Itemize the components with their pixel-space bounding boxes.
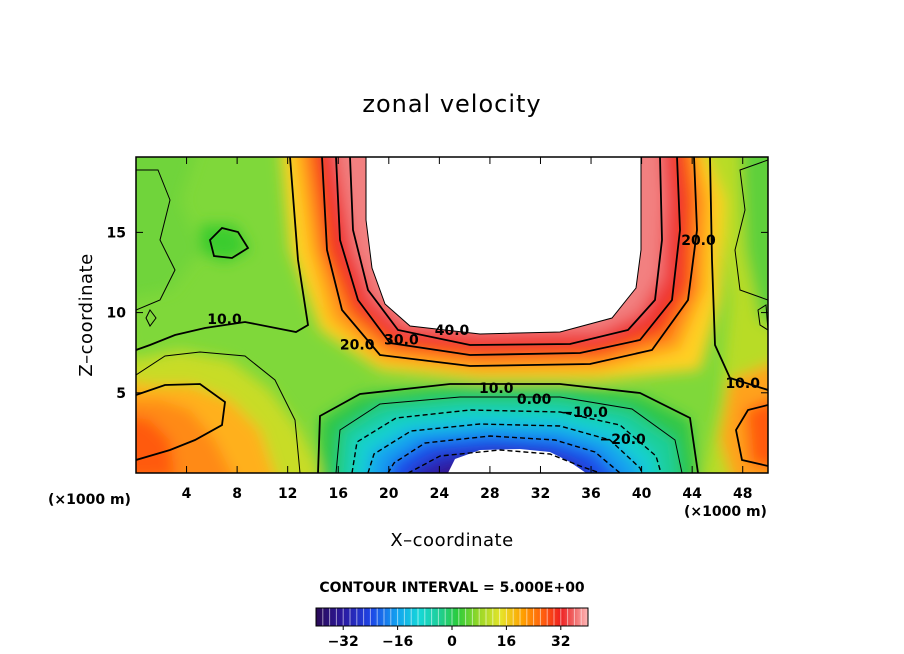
x-tick-label: 8: [232, 486, 242, 502]
colorbar-tick-label: −16: [382, 634, 413, 650]
x-tick-label: 4: [182, 486, 192, 502]
contour-label: −10.0: [562, 405, 609, 421]
x-tick-label: 36: [581, 486, 600, 502]
contour-label: 10.0: [207, 312, 242, 328]
colorbar-tick-label: −32: [328, 634, 359, 650]
colorbar-tick-label: 0: [447, 634, 457, 650]
contour-field: 10.020.0 30.040.020.010.00.00−10.0−20.010…: [136, 157, 768, 473]
x-axis-label: X–coordinate: [390, 530, 513, 551]
x-tick-label: 32: [531, 486, 550, 502]
contour-label: 20.0: [340, 337, 375, 353]
x-tick-label: 48: [733, 486, 752, 502]
contour-label: −20.0: [599, 432, 646, 448]
colorbar-tick-label: 32: [551, 634, 570, 650]
y-axis-label: Z–coordinate: [76, 253, 97, 376]
contour-label: 0.00: [517, 392, 552, 408]
above-range-region: [366, 157, 641, 334]
y-tick-label: 5: [116, 386, 126, 402]
colorbar-divisions: [322, 608, 582, 626]
contour-label: 30.0: [384, 333, 419, 349]
colorbar-tick-labels: −32 −16 0 16 32: [328, 626, 571, 650]
contour-label: 40.0: [435, 323, 470, 339]
contour-label: 10.0: [725, 376, 760, 392]
x-unit-left: (×1000 m): [48, 492, 131, 508]
y-tick-label: 15: [107, 225, 126, 241]
contour-interval-text: CONTOUR INTERVAL = 5.000E+00: [319, 580, 585, 596]
x-tick-label: 20: [379, 486, 399, 502]
contour-label: 10.0: [479, 381, 514, 397]
contour-label: 20.0: [681, 233, 716, 249]
x-tick-label: 44: [682, 486, 702, 502]
x-unit-right: (×1000 m): [684, 504, 767, 520]
y-tick-label: 10: [107, 306, 127, 322]
x-tick-label: 40: [632, 486, 652, 502]
x-tick-label: 16: [328, 486, 347, 502]
x-tick-label: 12: [278, 486, 297, 502]
x-tick-label: 28: [480, 486, 499, 502]
x-tick-label: 24: [430, 486, 450, 502]
plot-frame: [135, 156, 769, 474]
contour-labels: 10.020.0 30.040.020.010.00.00−10.0−20.010…: [207, 233, 760, 448]
chart-title: zonal velocity: [362, 90, 541, 118]
colorbar-tick-label: 16: [497, 634, 516, 650]
contour-lines: [136, 157, 768, 473]
